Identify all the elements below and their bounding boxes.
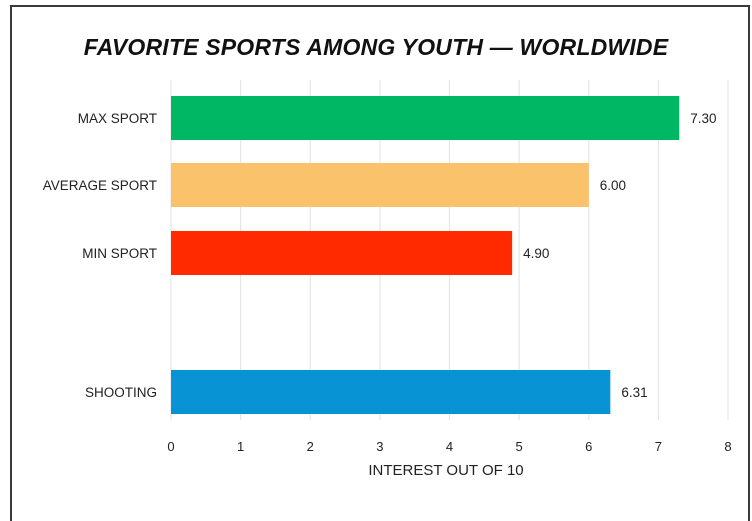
chart-title: FAVORITE SPORTS AMONG YOUTH — WORLDWIDE — [83, 34, 669, 60]
category-label: SHOOTING — [85, 385, 157, 400]
x-tick-label: 6 — [585, 439, 592, 454]
bar — [171, 370, 611, 414]
x-tick-label: 4 — [446, 439, 453, 454]
value-label: 4.90 — [523, 246, 549, 261]
x-tick-label: 5 — [516, 439, 523, 454]
value-label: 7.30 — [690, 111, 716, 126]
bars — [171, 96, 680, 414]
category-label: AVERAGE SPORT — [43, 178, 157, 193]
category-label: MIN SPORT — [82, 246, 157, 261]
x-tick-label: 2 — [307, 439, 314, 454]
x-tick-label: 0 — [167, 439, 174, 454]
value-label: 6.31 — [621, 385, 647, 400]
bar — [171, 163, 589, 207]
value-label: 6.00 — [600, 178, 626, 193]
x-tick-label: 8 — [724, 439, 731, 454]
category-label: MAX SPORT — [78, 111, 157, 126]
x-tick-label: 7 — [655, 439, 662, 454]
x-tick-label: 3 — [376, 439, 383, 454]
bar — [171, 231, 513, 275]
x-tick-label: 1 — [237, 439, 244, 454]
bar — [171, 96, 680, 140]
x-axis-title: INTEREST OUT OF 10 — [368, 462, 523, 479]
labels: 0 1 2 3 4 5 6 7 8 MAX SPORT 7.30 AVERAGE SPORT 6.00 M… — [43, 111, 732, 454]
